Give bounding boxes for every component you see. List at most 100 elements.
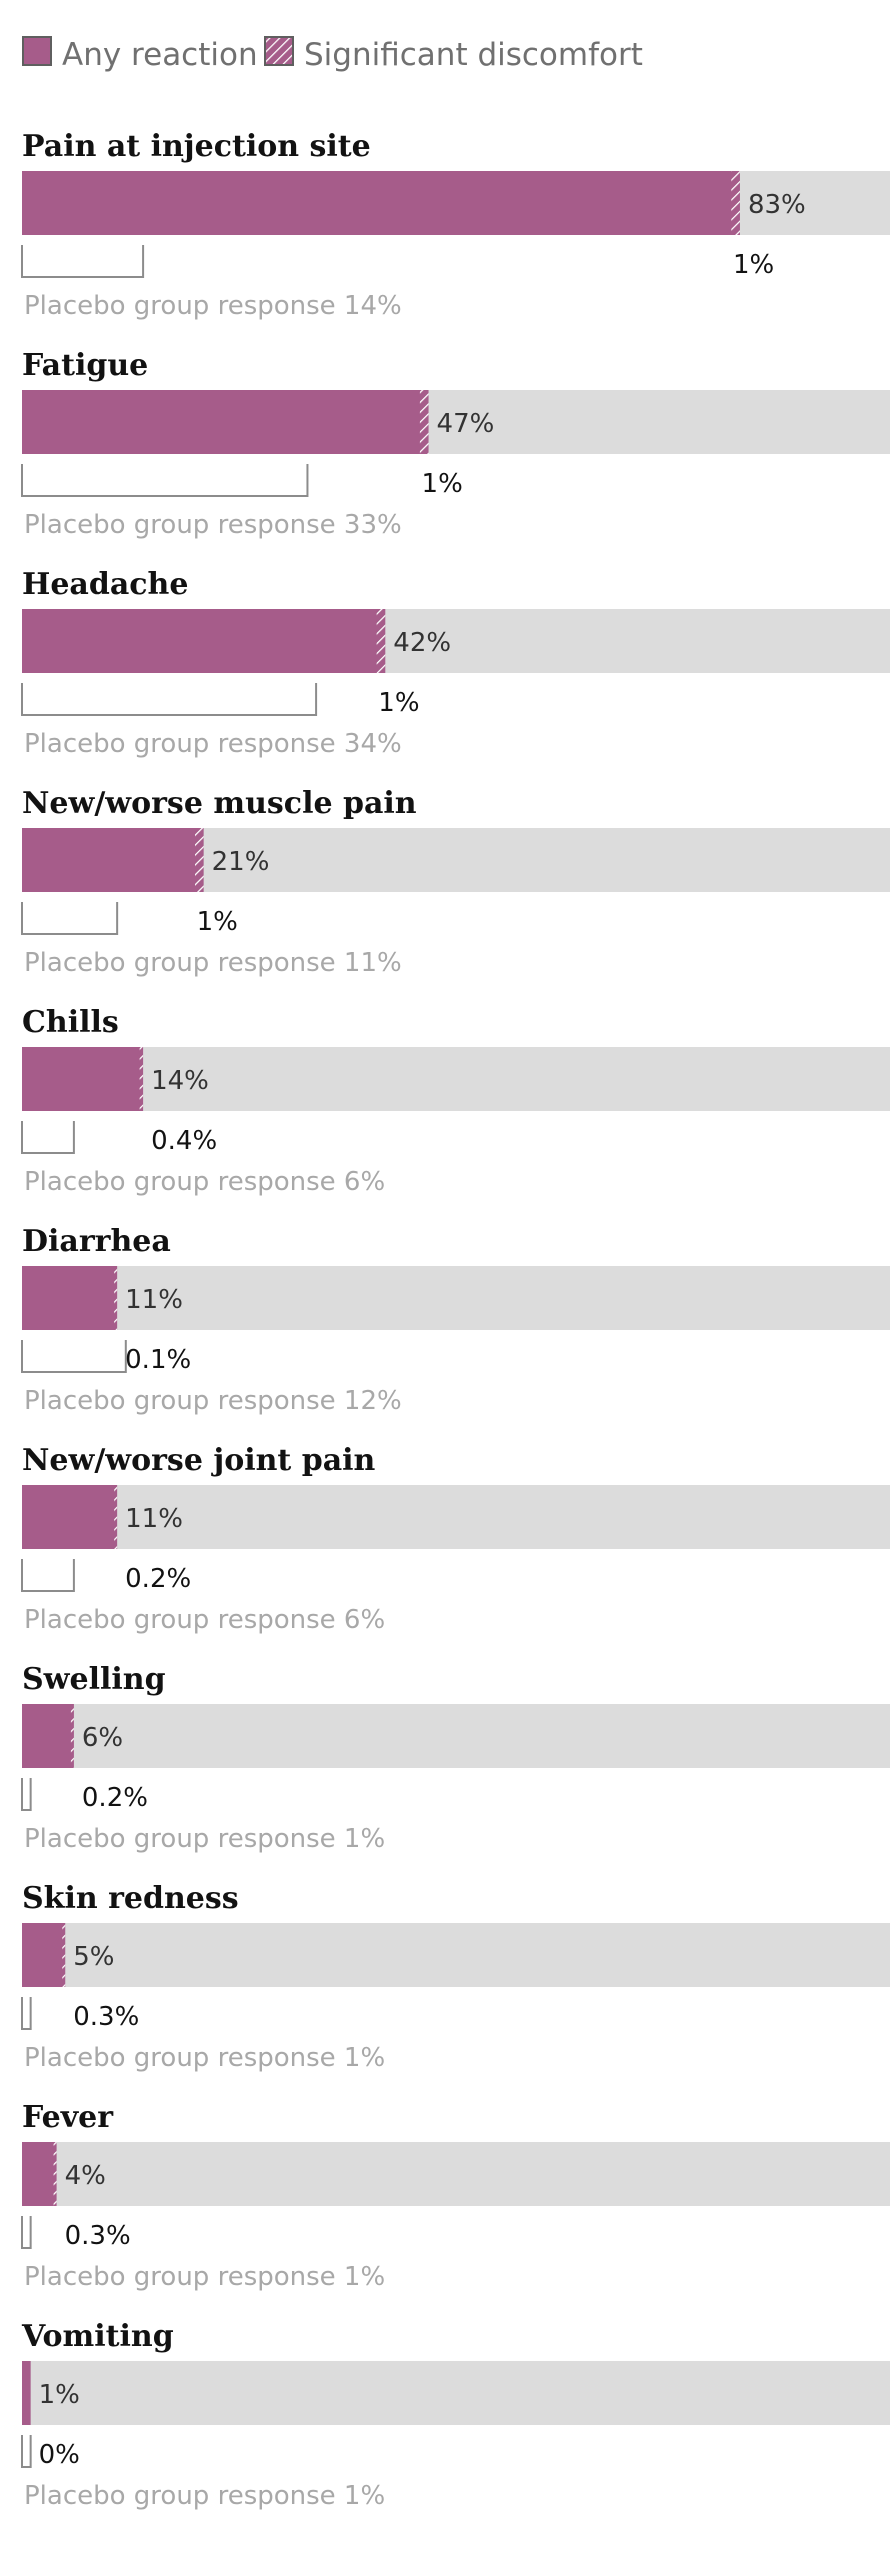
value-label-any-reaction: 42% (393, 628, 451, 658)
value-label-any-reaction: 21% (212, 847, 270, 877)
value-label-significant-discomfort: 0.2% (125, 1564, 191, 1594)
category-label: Diarrhea (22, 1224, 171, 1259)
bar-any-reaction (22, 2361, 31, 2425)
bar-any-reaction (22, 828, 204, 892)
category-label: Skin redness (22, 1881, 239, 1916)
bar-placebo-outline (21, 1778, 32, 1811)
group-new-worse-muscle-pain: New/worse muscle pain 21% 1% Placebo group … (21, 786, 890, 978)
category-label: Swelling (22, 1662, 166, 1697)
value-label-any-reaction: 11% (125, 1285, 183, 1315)
value-label-any-reaction: 14% (151, 1066, 209, 1096)
bar-placebo-outline (21, 2435, 32, 2468)
bar-any-reaction (22, 1266, 118, 1330)
placebo-label: Placebo group response 1% (24, 2262, 385, 2292)
bar-significant-discomfort (195, 828, 204, 892)
group-vomiting: Vomiting 1% 0% Placebo group response 1% (21, 2319, 890, 2511)
value-label-any-reaction: 5% (73, 1942, 114, 1972)
value-label-significant-discomfort: 0% (39, 2440, 80, 2470)
bar-any-reaction (22, 1485, 118, 1549)
group-skin-redness: Skin redness 5% 0.3% Placebo group response… (21, 1881, 890, 2073)
placebo-label: Placebo group response 1% (24, 2481, 385, 2511)
bar-any-reaction (22, 2142, 57, 2206)
placebo-label: Placebo group response 34% (24, 729, 402, 759)
category-label: Fatigue (22, 348, 148, 383)
group-diarrhea: Diarrhea 11% 0.1% Placebo group response 12… (21, 1224, 890, 1416)
bar-placebo-outline (21, 245, 145, 278)
value-label-any-reaction: 11% (125, 1504, 183, 1534)
placebo-label: Placebo group response 12% (24, 1386, 402, 1416)
value-label-significant-discomfort: 0.4% (151, 1126, 217, 1156)
placebo-label: Placebo group response 1% (24, 2043, 385, 2073)
category-label: Chills (22, 1005, 119, 1040)
chart-groups: Pain at injection site 83% 1% Placebo group… (21, 129, 890, 2511)
value-label-significant-discomfort: 0.2% (82, 1783, 148, 1813)
bar-track (22, 2142, 890, 2206)
bar-significant-discomfort (114, 1485, 118, 1549)
bar-placebo-outline (21, 464, 309, 497)
value-label-significant-discomfort: 1% (197, 907, 238, 937)
placebo-label: Placebo group response 6% (24, 1605, 385, 1635)
bar-significant-discomfort (53, 2142, 57, 2206)
group-pain-at-injection-site: Pain at injection site 83% 1% Placebo group… (21, 129, 890, 321)
bar-any-reaction (22, 390, 429, 454)
category-label: New/worse joint pain (22, 1443, 376, 1478)
category-label: Fever (22, 2100, 114, 2135)
value-label-any-reaction: 47% (437, 409, 495, 439)
bar-significant-discomfort (139, 1047, 144, 1111)
bar-significant-discomfort (114, 1266, 118, 1330)
bar-any-reaction (22, 171, 740, 235)
value-label-significant-discomfort: 0.3% (65, 2221, 131, 2251)
group-swelling: Swelling 6% 0.2% Placebo group response 1% (21, 1662, 890, 1854)
bar-placebo-outline (21, 902, 119, 935)
bar-placebo-outline (21, 683, 318, 716)
bar-significant-discomfort (70, 1704, 74, 1768)
category-label: Pain at injection site (22, 129, 371, 164)
value-label-significant-discomfort: 1% (422, 469, 463, 499)
value-label-significant-discomfort: 0.1% (125, 1345, 191, 1375)
bar-significant-discomfort (419, 390, 429, 454)
category-label: New/worse muscle pain (22, 786, 417, 821)
bar-track (22, 1047, 890, 1111)
bar-track (22, 1485, 890, 1549)
legend-swatch-hatch (264, 36, 294, 66)
group-fever: Fever 4% 0.3% Placebo group response 1% (21, 2100, 890, 2292)
bar-placebo-outline (21, 2216, 32, 2249)
bar-any-reaction (22, 1704, 74, 1768)
bar-any-reaction (22, 609, 386, 673)
bar-placebo-outline (21, 1559, 75, 1592)
placebo-label: Placebo group response 33% (24, 510, 402, 540)
legend-label-significant-discomfort: Significant discomfort (304, 37, 643, 73)
legend-label-any-reaction: Any reaction (62, 37, 258, 73)
value-label-any-reaction: 1% (39, 2380, 80, 2410)
bar-placebo-outline (21, 1997, 32, 2030)
group-new-worse-joint-pain: New/worse joint pain 11% 0.2% Placebo group… (21, 1443, 890, 1635)
bar-significant-discomfort (62, 1923, 66, 1987)
value-label-significant-discomfort: 1% (733, 250, 774, 280)
bar-placebo-outline (21, 1340, 127, 1373)
bar-track (22, 2361, 890, 2425)
value-label-any-reaction: 83% (748, 190, 806, 220)
value-label-significant-discomfort: 1% (378, 688, 419, 718)
group-chills: Chills 14% 0.4% Placebo group response 6% (21, 1005, 890, 1197)
bar-track (22, 1923, 890, 1987)
bar-any-reaction (22, 1923, 66, 1987)
category-label: Headache (22, 567, 188, 602)
value-label-significant-discomfort: 0.3% (73, 2002, 139, 2032)
bar-track (22, 1266, 890, 1330)
legend-swatch-any-reaction (22, 36, 52, 66)
bar-any-reaction (22, 1047, 144, 1111)
bar-placebo-outline (21, 1121, 75, 1154)
category-label: Vomiting (21, 2319, 174, 2354)
group-headache: Headache 42% 1% Placebo group response 34% (21, 567, 890, 759)
bar-track (22, 1704, 890, 1768)
placebo-label: Placebo group response 6% (24, 1167, 385, 1197)
placebo-label: Placebo group response 14% (24, 291, 402, 321)
group-fatigue: Fatigue 47% 1% Placebo group response 33% (21, 348, 890, 540)
value-label-any-reaction: 6% (82, 1723, 123, 1753)
bar-significant-discomfort (731, 171, 740, 235)
bar-significant-discomfort (376, 609, 386, 673)
placebo-label: Placebo group response 1% (24, 1824, 385, 1854)
placebo-label: Placebo group response 11% (24, 948, 402, 978)
value-label-any-reaction: 4% (65, 2161, 106, 2191)
